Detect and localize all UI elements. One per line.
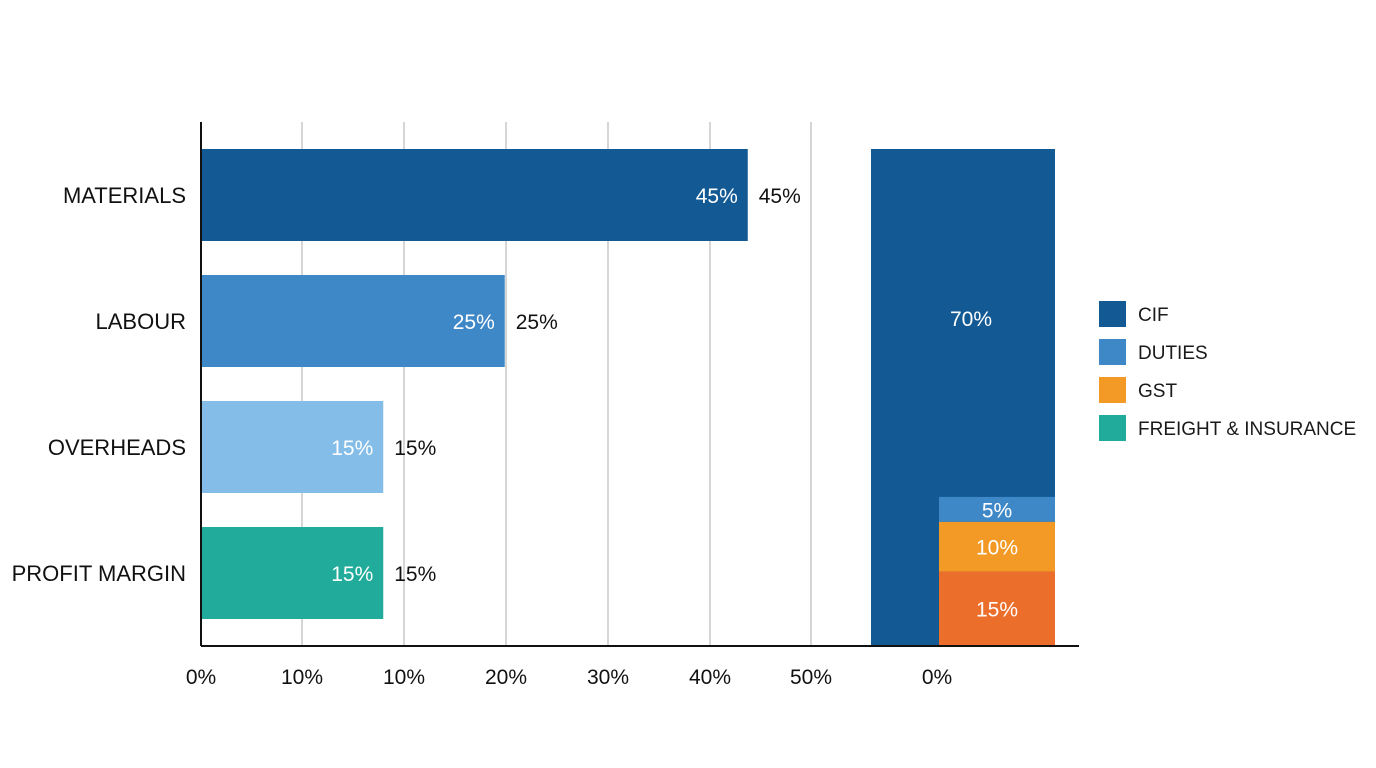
x-tick-label-stack: 0% [922,666,952,689]
bar-inner-value-label: 15% [331,563,373,586]
stack-label-gst: 10% [976,537,1018,560]
stacked-bar [871,149,1055,646]
stack-label-duties: 5% [982,499,1012,522]
x-tick-label: 30% [587,666,629,689]
category-label: LABOUR [96,309,186,334]
stack-segment-freight-insurance [939,571,1055,646]
category-label: MATERIALS [63,183,186,208]
bar-outer-value-label: 15% [394,563,436,586]
legend-swatch [1099,339,1126,365]
legend-swatch [1099,301,1126,327]
x-tick-label: 10% [383,666,425,689]
labels: 0% 10% 10% 20% 30% 40% 50% 45% 45% MATERIALS 25% 25… [12,183,1018,689]
category-label: OVERHEADS [48,435,186,460]
stack-label-cif: 70% [950,308,992,331]
bar-inner-value-label: 15% [331,437,373,460]
x-tick-label: 50% [790,666,832,689]
x-tick-label: 0% [186,666,216,689]
x-tick-label: 10% [281,666,323,689]
bar-materials [201,149,748,241]
bar-labour [201,275,505,367]
legend-label: GST [1138,381,1177,402]
legend: CIF DUTIES GST FREIGHT & INSURANCE [1099,301,1356,441]
category-label: PROFIT MARGIN [12,561,186,586]
bar-inner-value-label: 45% [696,185,738,208]
bar-series [201,149,748,619]
bar-outer-value-label: 25% [516,311,558,334]
legend-swatch [1099,415,1126,441]
stack-segment-duties [939,496,1055,522]
bar-outer-value-label: 45% [759,185,801,208]
legend-swatch [1099,377,1126,403]
axes [200,122,1079,647]
x-tick-label: 40% [689,666,731,689]
bar-overheads [201,401,384,493]
stack-label-freight-insurance: 15% [976,599,1018,622]
legend-label: FREIGHT & INSURANCE [1138,419,1356,440]
bar-outer-value-label: 15% [394,437,436,460]
legend-label: DUTIES [1138,343,1208,364]
bar-profit-margin [201,527,384,619]
legend-label: CIF [1138,305,1169,326]
x-tick-label: 20% [485,666,527,689]
stack-segment-gst [939,521,1055,572]
bar-inner-value-label: 25% [453,311,495,334]
